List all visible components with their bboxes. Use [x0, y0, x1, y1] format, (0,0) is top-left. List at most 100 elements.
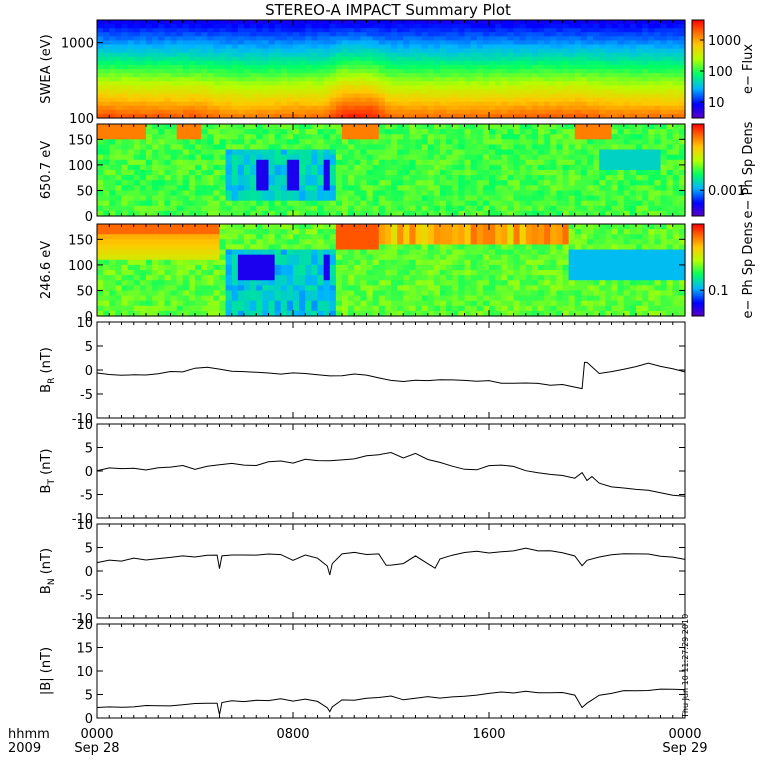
heat-cell	[299, 175, 306, 181]
heat-cell	[182, 280, 190, 286]
heat-cell	[366, 305, 374, 312]
heat-cell	[280, 200, 288, 207]
heat-cell	[452, 159, 459, 166]
heat-cell	[250, 200, 257, 207]
heat-cell	[139, 56, 147, 62]
heat-cell	[476, 144, 484, 151]
heat-cell	[476, 85, 484, 91]
heat-cell	[109, 200, 116, 207]
heat-cell	[501, 24, 508, 29]
heat-cell	[237, 129, 245, 135]
heat-cell	[158, 28, 165, 33]
heat-cell	[323, 149, 331, 156]
heat-cell	[427, 113, 435, 119]
heat-cell	[121, 249, 129, 256]
heat-cell	[458, 24, 466, 29]
heat-cell	[188, 89, 196, 95]
heat-cell	[225, 109, 233, 115]
heat-cell	[225, 275, 233, 281]
heat-cell	[403, 81, 410, 86]
heat-cell	[544, 205, 551, 212]
heat-cell	[133, 249, 141, 256]
heat-cell	[299, 73, 306, 78]
heat-cell	[121, 113, 129, 119]
heat-cell	[397, 180, 404, 186]
heat-cell	[623, 60, 631, 66]
heat-cell	[440, 190, 447, 197]
heat-cell	[213, 305, 221, 312]
heat-cell	[531, 109, 539, 115]
heat-cell	[440, 36, 447, 42]
heat-cell	[188, 52, 196, 58]
heat-cell	[391, 85, 398, 91]
heat-cell	[660, 129, 668, 135]
heat-cell	[219, 109, 227, 115]
heat-cell	[433, 48, 441, 54]
heat-cell	[182, 159, 190, 166]
heat-cell	[323, 105, 331, 111]
heat-cell	[231, 280, 239, 286]
heat-cell	[231, 113, 239, 119]
heat-cell	[476, 180, 484, 186]
heat-cell	[464, 69, 472, 74]
heat-cell	[519, 89, 527, 95]
heat-cell	[256, 305, 263, 312]
heat-cell	[495, 139, 502, 146]
heat-cell	[133, 224, 141, 230]
heat-cell	[538, 175, 545, 181]
heat-cell	[225, 159, 233, 166]
heat-cell	[262, 134, 270, 140]
heat-cell	[568, 180, 576, 186]
heat-cell	[611, 124, 619, 130]
heat-cell	[556, 48, 564, 54]
heat-cell	[636, 36, 643, 42]
heat-cell	[446, 85, 453, 91]
heat-cell	[286, 195, 294, 202]
heat-cell	[139, 134, 147, 140]
heat-cell	[176, 234, 184, 240]
heat-cell	[121, 56, 129, 62]
heat-cell	[250, 48, 257, 54]
heat-cell	[648, 149, 655, 156]
heat-cell	[244, 200, 251, 207]
heat-cell	[458, 175, 466, 181]
heat-cell	[97, 124, 104, 130]
heat-cell	[311, 97, 319, 103]
heat-cell	[170, 73, 178, 78]
heat-cell	[158, 69, 165, 74]
heat-cell	[501, 52, 508, 58]
heat-cell	[286, 89, 294, 95]
heat-cell	[299, 195, 306, 202]
heat-cell	[262, 60, 270, 66]
heat-cell	[213, 60, 221, 66]
heat-cell	[452, 32, 459, 37]
heat-cell	[409, 44, 417, 50]
heat-cell	[623, 175, 631, 181]
heat-cell	[427, 144, 435, 151]
heat-cell	[274, 32, 282, 37]
heat-cell	[286, 295, 294, 302]
heat-cell	[495, 134, 502, 140]
heat-cell	[666, 32, 674, 37]
heat-cell	[158, 124, 165, 130]
heat-cell	[513, 48, 521, 54]
heat-cell	[391, 205, 398, 212]
heat-cell	[531, 97, 539, 103]
heat-cell	[244, 97, 251, 103]
heat-cell	[403, 97, 410, 103]
heat-cell	[335, 310, 343, 317]
heat-cell	[397, 64, 404, 70]
heat-cell	[568, 105, 576, 111]
heat-cell	[384, 180, 392, 186]
heat-cell	[366, 290, 374, 297]
heat-cell	[489, 81, 496, 86]
heat-cell	[495, 28, 502, 33]
heat-cell	[433, 195, 441, 202]
heat-cell	[464, 40, 472, 46]
heat-cell	[672, 210, 680, 217]
heat-cell	[544, 200, 551, 207]
heat-cell	[611, 52, 619, 58]
heat-cell	[587, 28, 594, 33]
heat-cell	[538, 139, 545, 146]
heat-cell	[158, 159, 165, 166]
